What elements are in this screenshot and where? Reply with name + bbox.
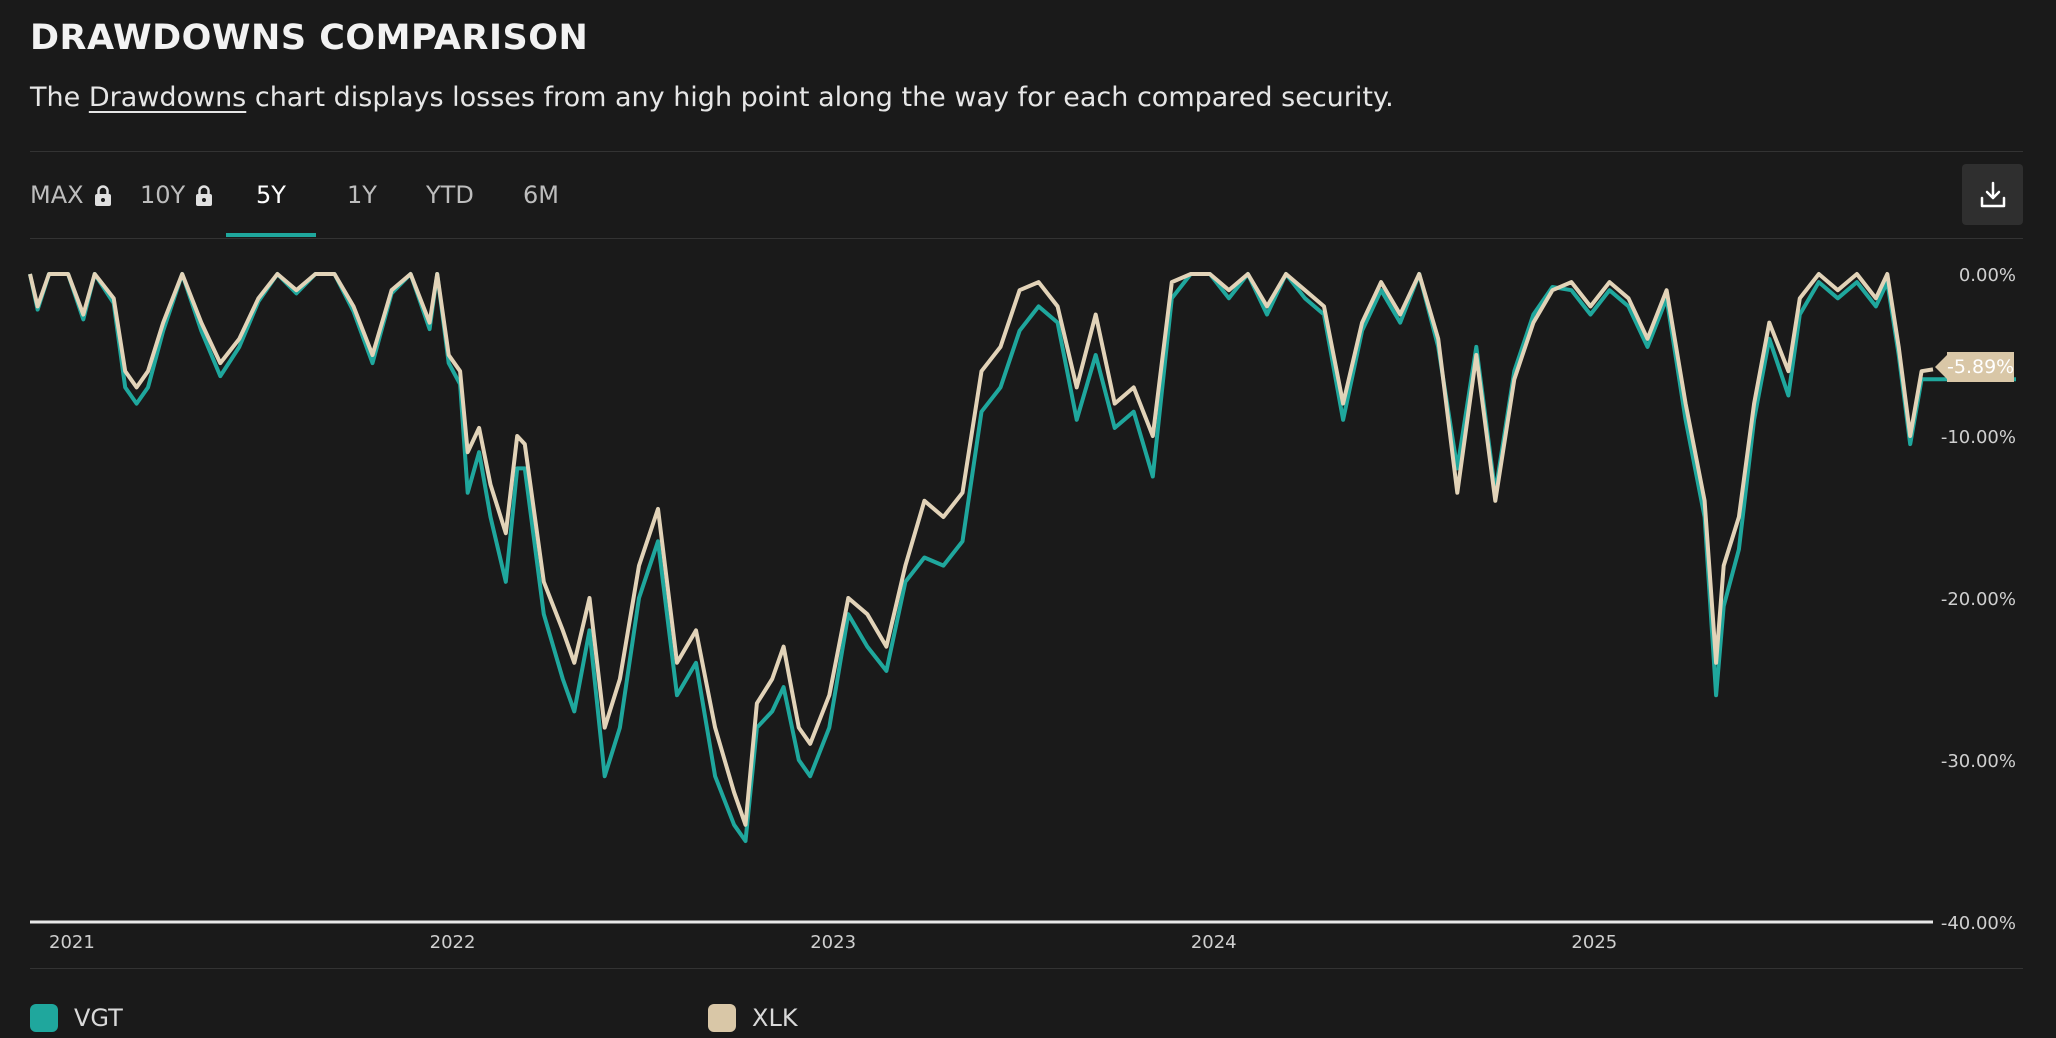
tab-label: 6M (523, 181, 559, 209)
tab-label: 10Y (140, 181, 186, 209)
tab-label: 1Y (347, 181, 377, 209)
lock-icon (196, 185, 213, 206)
tab-10y[interactable]: 10Y (140, 152, 213, 238)
active-tab-indicator (226, 233, 316, 237)
tab-ytd[interactable]: YTD (426, 152, 474, 238)
tab-label: YTD (426, 181, 474, 209)
tab-6m[interactable]: 6M (523, 152, 559, 238)
tab-label: 5Y (256, 181, 286, 209)
legend-swatch (30, 1004, 58, 1032)
tab-5y[interactable]: 5Y (256, 152, 286, 238)
drawdowns-link[interactable]: Drawdowns (88, 82, 247, 113)
x-tick-label: 2022 (430, 932, 476, 953)
drawdowns-chart: 0.00% -10.00% -20.00% -30.00% -40.00% 2021 202… (28, 265, 2016, 953)
lock-icon (94, 185, 111, 206)
page-subtitle: The Drawdowns chart displays losses from… (30, 82, 1394, 113)
tab-1y[interactable]: 1Y (347, 152, 377, 238)
tab-max[interactable]: MAX (30, 152, 112, 238)
x-tick-label: 2023 (810, 932, 856, 953)
legend-item-vgt[interactable]: VGT (30, 1000, 123, 1036)
y-tick-label: 0.00% (1959, 265, 2016, 286)
legend-swatch (708, 1004, 736, 1032)
y-tick-label: -10.00% (1941, 427, 2016, 448)
current-value-badge: -5.89% (1935, 352, 2014, 382)
series-line-vgt (28, 272, 1933, 843)
download-icon (1980, 181, 2005, 207)
x-tick-label: 2021 (49, 932, 95, 953)
tab-label: MAX (30, 181, 84, 209)
legend-label: VGT (74, 1004, 123, 1032)
x-tick-label: 2025 (1571, 932, 1617, 953)
series-line-xlk (28, 272, 1934, 827)
legend-label: XLK (752, 1004, 798, 1032)
subtitle-suffix: chart displays losses from any high poin… (246, 82, 1394, 113)
chart-bottom-divider (30, 968, 2023, 969)
page-title: DRAWDOWNS COMPARISON (30, 18, 589, 58)
download-button[interactable] (1962, 164, 2023, 225)
header-divider (30, 151, 2023, 152)
tabs-divider (30, 238, 2023, 239)
y-tick-label: -20.00% (1941, 589, 2016, 610)
legend-item-xlk[interactable]: XLK (708, 1000, 798, 1036)
x-tick-label: 2024 (1191, 932, 1237, 953)
subtitle-prefix: The (30, 82, 89, 113)
y-tick-label: -30.00% (1941, 751, 2016, 772)
y-tick-label: -40.00% (1941, 913, 2016, 934)
